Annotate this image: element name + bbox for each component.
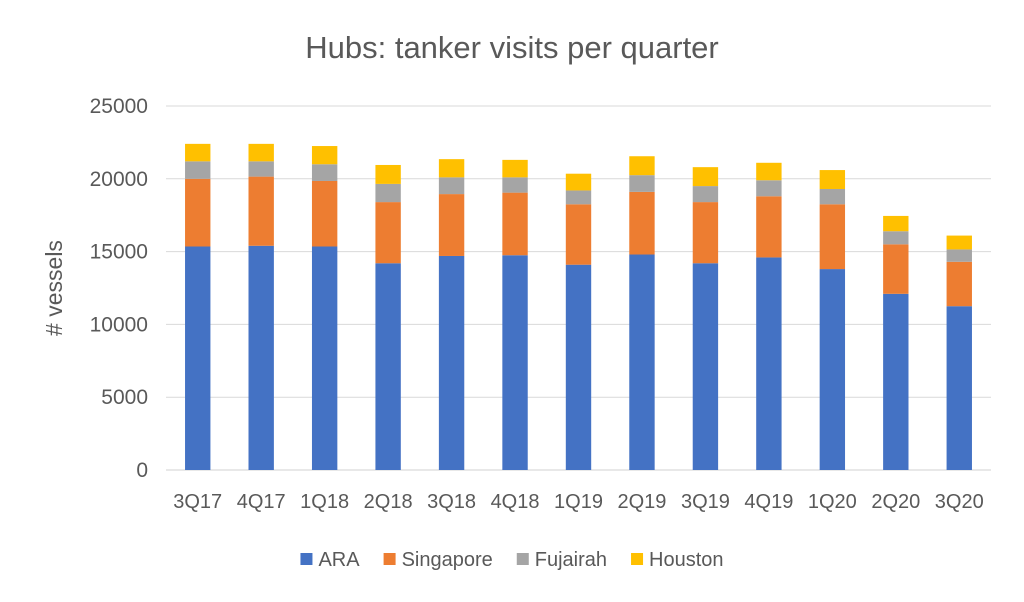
bar-segment bbox=[692, 202, 719, 264]
bar-segment bbox=[946, 249, 972, 262]
bar-segment bbox=[819, 188, 846, 205]
bar-segment bbox=[248, 245, 274, 470]
bar-segment bbox=[248, 161, 274, 177]
bar-segment bbox=[629, 175, 655, 192]
bar-segment bbox=[375, 202, 401, 264]
bar-segment bbox=[819, 204, 846, 270]
chart-title: Hubs: tanker visits per quarter bbox=[305, 30, 719, 65]
legend-label: ARA bbox=[318, 549, 360, 571]
bar-segment bbox=[756, 257, 782, 470]
legend-label: Houston bbox=[649, 549, 724, 571]
bar-segment bbox=[185, 161, 211, 179]
legend-swatch bbox=[516, 553, 529, 565]
bar-segment bbox=[375, 263, 401, 470]
x-tick-label: 3Q20 bbox=[935, 491, 984, 513]
x-tick-label: 1Q18 bbox=[300, 491, 349, 513]
bar-segment bbox=[883, 215, 909, 232]
x-tick-label: 2Q20 bbox=[871, 491, 920, 513]
x-tick-label: 2Q19 bbox=[617, 491, 666, 513]
x-tick-label: 3Q18 bbox=[427, 491, 476, 513]
bar-segment bbox=[756, 180, 782, 197]
bar-segment bbox=[946, 261, 972, 307]
bar-segment bbox=[502, 192, 528, 256]
bar-segment bbox=[629, 156, 655, 176]
bar-segment bbox=[502, 255, 528, 470]
bar-segment bbox=[756, 162, 782, 181]
legend-label: Fujairah bbox=[535, 549, 607, 571]
y-tick-label: 5000 bbox=[101, 386, 148, 409]
y-tick-labels: 0 5000 10000 15000 20000 25000 bbox=[90, 95, 148, 482]
bar-segment bbox=[629, 191, 655, 255]
bar-segment bbox=[883, 244, 909, 294]
bar-segment bbox=[946, 306, 972, 470]
legend-swatch bbox=[300, 553, 313, 565]
y-tick-label: 25000 bbox=[90, 95, 148, 118]
y-tick-label: 15000 bbox=[90, 241, 148, 264]
legend-label: Singapore bbox=[402, 549, 493, 571]
y-axis-label: # vessels bbox=[41, 240, 67, 336]
bar-segment bbox=[311, 246, 338, 470]
y-tick-label: 10000 bbox=[90, 313, 148, 336]
bar-segment bbox=[185, 246, 211, 470]
bar-segment bbox=[883, 231, 909, 245]
x-tick-label: 3Q19 bbox=[681, 491, 730, 513]
x-tick-label: 3Q17 bbox=[173, 491, 222, 513]
bar-segment bbox=[438, 194, 465, 256]
bar-segment bbox=[756, 196, 782, 258]
bar-segment bbox=[438, 177, 465, 195]
bar-segment bbox=[311, 146, 338, 165]
legend-swatch bbox=[383, 553, 396, 565]
bar-segment bbox=[248, 176, 274, 246]
bar-segment bbox=[311, 164, 338, 181]
x-tick-label: 2Q18 bbox=[364, 491, 413, 513]
legend: ARA Singapore Fujairah Houston bbox=[300, 549, 724, 571]
bar-segment bbox=[692, 263, 719, 470]
bar-segment bbox=[502, 159, 528, 178]
bar-segment bbox=[565, 173, 592, 191]
bar-segment bbox=[248, 143, 274, 162]
bar-segment bbox=[185, 178, 211, 247]
x-tick-label: 4Q17 bbox=[237, 491, 286, 513]
legend-swatch bbox=[631, 553, 644, 565]
x-tick-label: 4Q18 bbox=[491, 491, 540, 513]
bar-segment bbox=[375, 164, 401, 184]
x-tick-labels: 3Q17 4Q17 1Q18 2Q18 3Q18 4Q18 1Q19 2Q19 3Q19 4Q19… bbox=[173, 491, 983, 513]
bar-segment bbox=[819, 269, 846, 470]
x-tick-label: 1Q20 bbox=[808, 491, 857, 513]
y-tick-label: 0 bbox=[136, 459, 148, 482]
bar-segment bbox=[819, 170, 846, 189]
x-tick-label: 4Q19 bbox=[744, 491, 793, 513]
bar-segment bbox=[883, 293, 909, 470]
bar-segment bbox=[565, 190, 592, 205]
bar-segment bbox=[946, 235, 972, 250]
bar-segment bbox=[438, 255, 465, 470]
bar-segment bbox=[565, 204, 592, 265]
bar-segment bbox=[692, 186, 719, 203]
bar-segment bbox=[375, 183, 401, 203]
bar-segment bbox=[438, 159, 465, 178]
bar-segment bbox=[692, 167, 719, 187]
bar-segment bbox=[311, 180, 338, 247]
bar-segment bbox=[185, 143, 211, 162]
bar-segment bbox=[629, 254, 655, 470]
x-tick-label: 1Q19 bbox=[554, 491, 603, 513]
bar-segment bbox=[502, 177, 528, 193]
bar-segment bbox=[565, 264, 592, 470]
bars bbox=[185, 143, 972, 470]
y-tick-label: 20000 bbox=[90, 168, 148, 191]
